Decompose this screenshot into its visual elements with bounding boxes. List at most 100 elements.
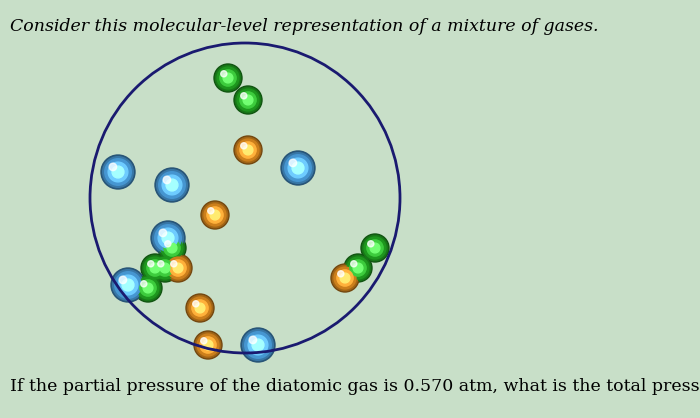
Circle shape bbox=[237, 89, 259, 111]
Circle shape bbox=[210, 210, 220, 220]
Circle shape bbox=[119, 276, 127, 284]
Circle shape bbox=[288, 158, 308, 178]
Circle shape bbox=[148, 261, 154, 267]
Circle shape bbox=[167, 257, 189, 279]
Circle shape bbox=[200, 337, 216, 353]
Circle shape bbox=[207, 207, 223, 223]
Circle shape bbox=[292, 162, 304, 174]
Circle shape bbox=[234, 136, 262, 164]
Circle shape bbox=[361, 234, 389, 262]
Circle shape bbox=[118, 275, 138, 295]
Text: Consider this molecular-level representation of a mixture of gases.: Consider this molecular-level representa… bbox=[10, 18, 598, 35]
Circle shape bbox=[234, 86, 262, 114]
Circle shape bbox=[197, 334, 219, 356]
Circle shape bbox=[135, 275, 160, 301]
Circle shape bbox=[344, 254, 372, 282]
Circle shape bbox=[243, 330, 273, 360]
Circle shape bbox=[337, 270, 353, 286]
Circle shape bbox=[237, 139, 259, 161]
Circle shape bbox=[115, 272, 141, 298]
Circle shape bbox=[151, 221, 185, 255]
Circle shape bbox=[368, 241, 374, 247]
Circle shape bbox=[153, 255, 178, 280]
Circle shape bbox=[201, 201, 229, 229]
Circle shape bbox=[203, 340, 213, 350]
Circle shape bbox=[109, 163, 117, 171]
Circle shape bbox=[101, 155, 135, 189]
Circle shape bbox=[285, 155, 312, 181]
Circle shape bbox=[281, 151, 315, 185]
Circle shape bbox=[134, 274, 162, 302]
Circle shape bbox=[201, 338, 207, 344]
Circle shape bbox=[248, 335, 268, 355]
Circle shape bbox=[162, 232, 174, 244]
Circle shape bbox=[111, 268, 145, 302]
Circle shape bbox=[170, 260, 186, 276]
Circle shape bbox=[241, 143, 247, 149]
Circle shape bbox=[245, 332, 272, 358]
Circle shape bbox=[193, 301, 199, 307]
Circle shape bbox=[337, 271, 344, 277]
Circle shape bbox=[159, 229, 167, 237]
Circle shape bbox=[235, 138, 260, 163]
Circle shape bbox=[171, 261, 177, 267]
Circle shape bbox=[140, 280, 156, 296]
Circle shape bbox=[240, 142, 256, 158]
Circle shape bbox=[334, 267, 356, 289]
Circle shape bbox=[216, 65, 241, 91]
Circle shape bbox=[217, 67, 239, 89]
Circle shape bbox=[367, 240, 383, 256]
Circle shape bbox=[249, 336, 257, 344]
Circle shape bbox=[158, 261, 164, 267]
Circle shape bbox=[150, 263, 160, 273]
Circle shape bbox=[112, 166, 124, 178]
Circle shape bbox=[240, 92, 256, 108]
Circle shape bbox=[166, 179, 178, 191]
Circle shape bbox=[223, 73, 233, 83]
Circle shape bbox=[347, 257, 369, 279]
Circle shape bbox=[331, 264, 359, 292]
Circle shape bbox=[220, 71, 227, 77]
Circle shape bbox=[351, 261, 357, 267]
Circle shape bbox=[105, 159, 132, 185]
Circle shape bbox=[202, 202, 228, 227]
Circle shape bbox=[243, 95, 253, 105]
Circle shape bbox=[164, 240, 180, 256]
Circle shape bbox=[158, 228, 178, 248]
Circle shape bbox=[204, 204, 226, 226]
Circle shape bbox=[283, 153, 314, 184]
Circle shape bbox=[189, 297, 211, 319]
Circle shape bbox=[194, 331, 222, 359]
Circle shape bbox=[164, 254, 192, 282]
Circle shape bbox=[162, 175, 182, 195]
Circle shape bbox=[153, 223, 183, 253]
Circle shape bbox=[350, 260, 366, 276]
Circle shape bbox=[167, 243, 177, 253]
Circle shape bbox=[363, 235, 388, 260]
Circle shape bbox=[195, 332, 220, 358]
Circle shape bbox=[188, 296, 213, 321]
Circle shape bbox=[208, 208, 214, 214]
Circle shape bbox=[137, 277, 159, 299]
Circle shape bbox=[353, 263, 363, 273]
Circle shape bbox=[122, 279, 134, 291]
Circle shape bbox=[289, 159, 297, 167]
Circle shape bbox=[235, 87, 260, 112]
Circle shape bbox=[370, 243, 380, 253]
Circle shape bbox=[141, 254, 169, 282]
Circle shape bbox=[161, 237, 183, 259]
Circle shape bbox=[163, 176, 171, 184]
Circle shape bbox=[164, 241, 171, 247]
Circle shape bbox=[144, 257, 166, 279]
Circle shape bbox=[157, 170, 188, 200]
Circle shape bbox=[113, 270, 144, 300]
Circle shape bbox=[160, 263, 170, 273]
Circle shape bbox=[154, 257, 176, 279]
Circle shape bbox=[165, 255, 190, 280]
Circle shape bbox=[345, 255, 370, 280]
Circle shape bbox=[155, 168, 189, 202]
Circle shape bbox=[220, 70, 236, 86]
Circle shape bbox=[340, 273, 350, 283]
Text: If the partial pressure of the diatomic gas is 0.570 atm, what is the total pres: If the partial pressure of the diatomic … bbox=[10, 378, 700, 395]
Circle shape bbox=[241, 328, 275, 362]
